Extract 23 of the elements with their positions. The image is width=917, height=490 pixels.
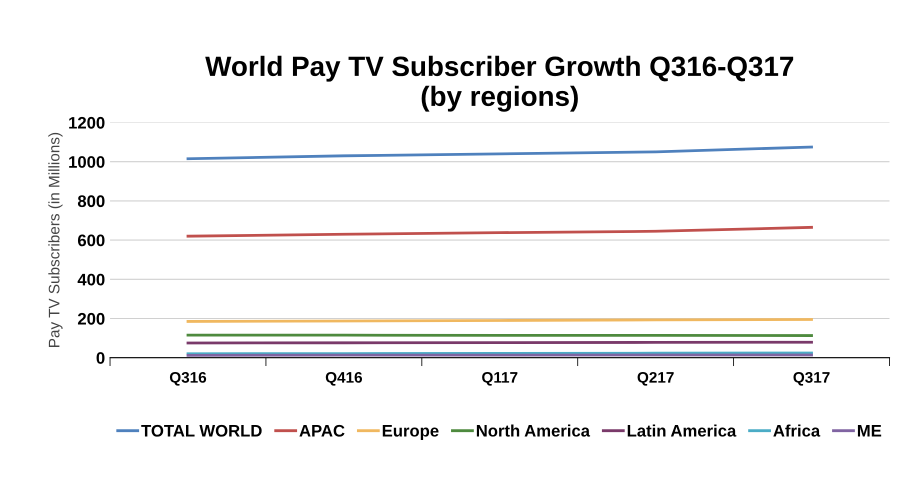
y-tick-label: 1200 — [69, 116, 104, 129]
y-tick-label: 200 — [78, 312, 104, 325]
x-tick-label: Q217 — [638, 372, 674, 386]
legend-label: Latin America — [628, 424, 736, 437]
x-tick-label: Q316 — [170, 372, 206, 386]
x-tick-label: Q416 — [326, 372, 362, 386]
y-tick-label: 800 — [78, 195, 104, 208]
legend-label: Africa — [773, 424, 820, 437]
y-tick-label: 400 — [78, 274, 104, 286]
legend-label: Europe — [382, 425, 439, 440]
legend-label: ME — [858, 425, 882, 437]
y-tick-label: 1000 — [69, 156, 104, 168]
line-series — [186, 226, 813, 238]
y-axis-title: Pay TV Subscribers (in Millions) — [48, 132, 63, 347]
y-tick-label: 600 — [78, 234, 104, 246]
y-tick-label: 0 — [96, 352, 104, 364]
x-tick-label: Q317 — [793, 372, 830, 386]
line-series — [186, 146, 813, 160]
legend-label: APAC — [299, 424, 345, 437]
x-tick-label: Q117 — [482, 372, 518, 386]
legend-label: North America — [476, 424, 590, 437]
legend-label: TOTAL WORLD — [141, 424, 262, 437]
chart-title: World Pay TV Subscriber Growth Q316-Q317 (by regions) — [205, 56, 794, 112]
